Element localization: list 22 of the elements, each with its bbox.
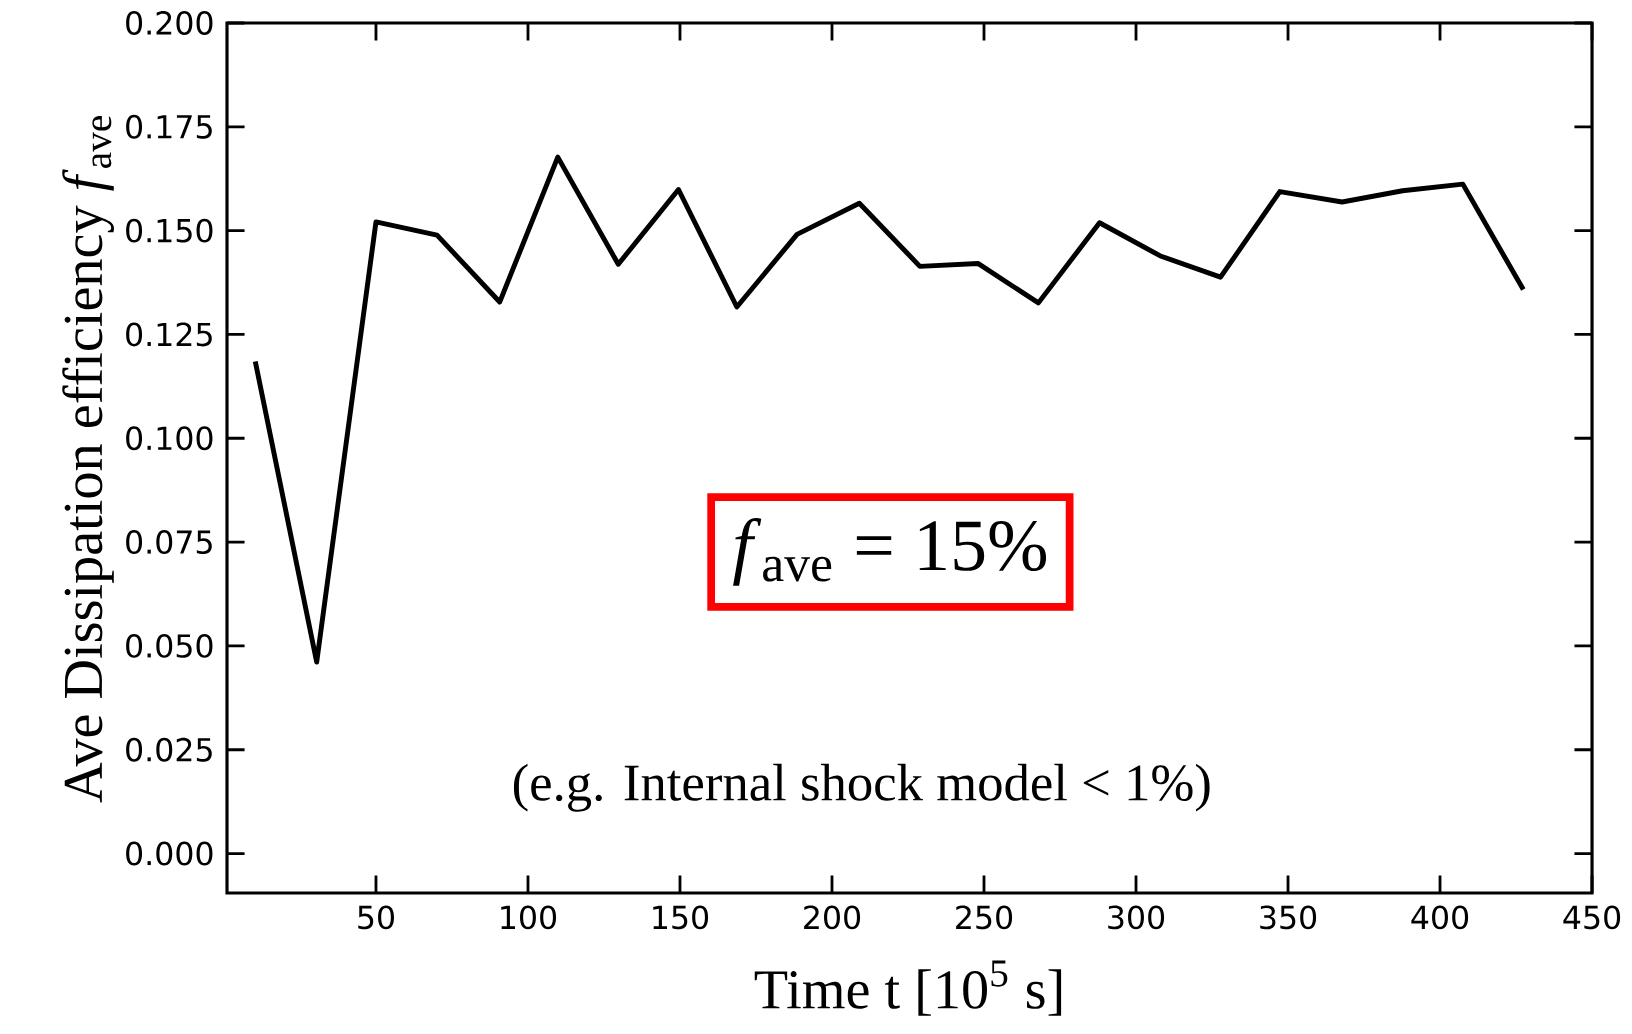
y-tick-label: 0.075 <box>126 530 212 555</box>
x-tick-label: 400 <box>1411 905 1469 930</box>
y-tick-label: 0.025 <box>126 737 212 762</box>
y-tick-label: 0.175 <box>126 114 212 139</box>
x-tick-label: 150 <box>653 905 709 930</box>
y-axis-title: Ave Dissipation efficiency f$_{ave}$ <box>62 116 114 803</box>
y-tick-label: 0.100 <box>126 426 213 451</box>
x-tick-label: 250 <box>956 905 1013 930</box>
x-tick-label: 300 <box>1108 905 1165 930</box>
y-tick-label: 0.200 <box>126 11 213 35</box>
x-tick-label: 200 <box>804 905 861 930</box>
annotation: (e.g. Internal shock model < 1%) <box>513 763 1210 812</box>
x-axis-title: Time t [10$^{5}$ s] <box>754 960 1062 1016</box>
x-tick-label: 50 <box>358 905 394 930</box>
x-tick-label: 450 <box>1563 905 1621 930</box>
x-tick-label: 100 <box>501 905 557 930</box>
y-tick-label: 0.050 <box>126 633 213 658</box>
y-tick-label: 0.125 <box>126 322 212 347</box>
x-tick-label: 350 <box>1260 905 1317 930</box>
annotation: f$_{ave}$ = 15% <box>733 518 1047 586</box>
y-tick-label: 0.150 <box>126 218 213 243</box>
y-tick-label: 0.000 <box>126 841 213 866</box>
